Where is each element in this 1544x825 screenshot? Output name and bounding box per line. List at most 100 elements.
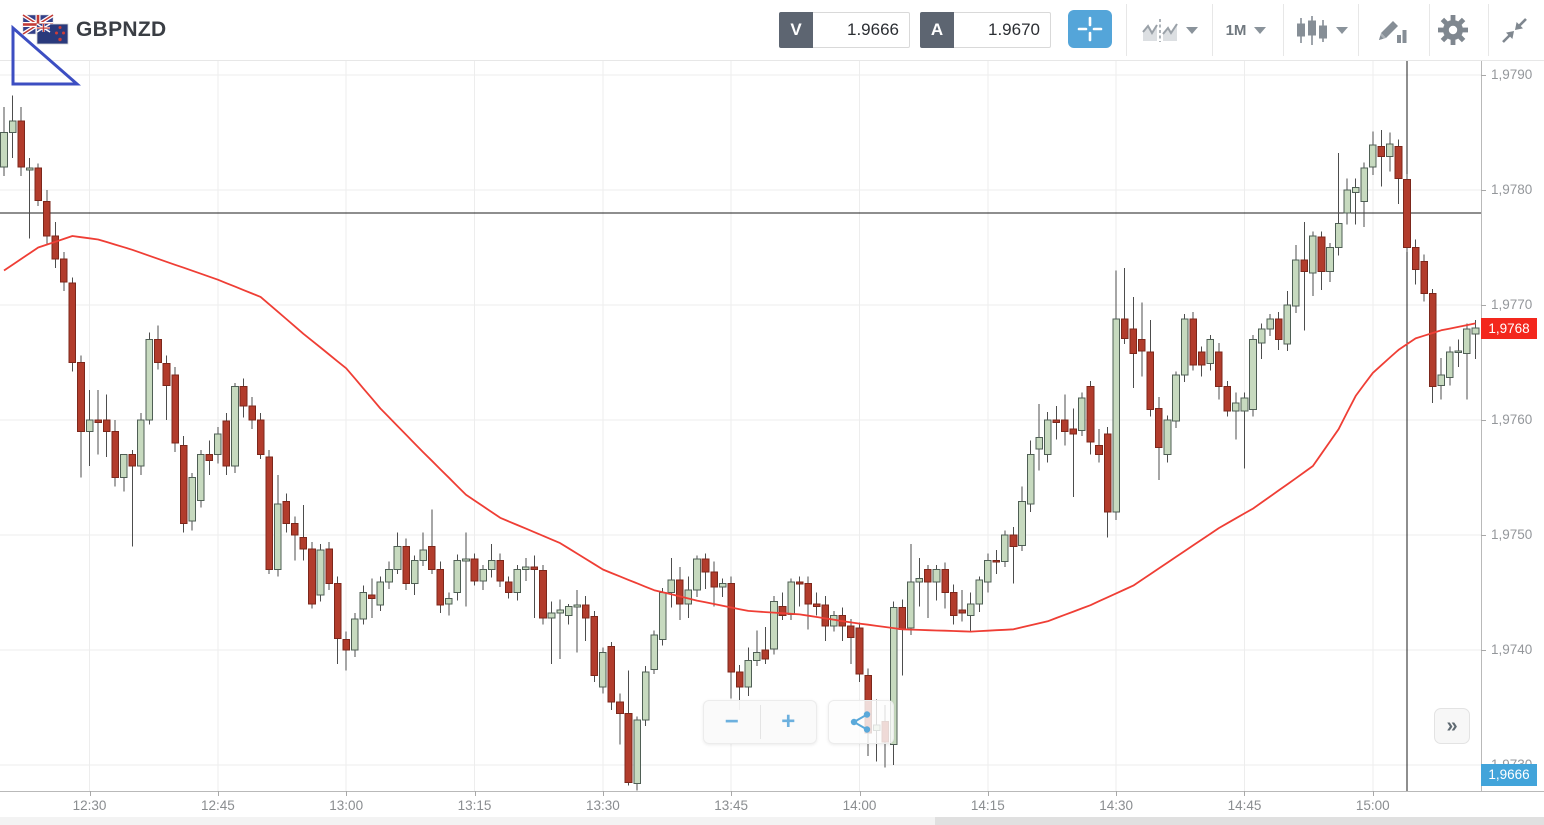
zoom-panel: − + [703, 700, 817, 744]
zoom-out-button[interactable]: − [724, 708, 739, 735]
candle-body [128, 454, 137, 467]
timeframe-selector[interactable]: 1M [1220, 0, 1272, 60]
gridlines [0, 60, 1481, 791]
candle-body [214, 433, 222, 455]
settings-button[interactable] [1433, 0, 1473, 60]
collapse-chart-button[interactable] [1494, 0, 1534, 60]
candle-body [1386, 143, 1394, 158]
price-axis-label: 1,9770 [1491, 297, 1533, 312]
candle-body [667, 579, 676, 593]
bid-price-control[interactable]: V 1.9666 [779, 12, 910, 48]
chart-plot-area[interactable] [0, 60, 1481, 791]
candle-body [710, 571, 718, 588]
candle-body [179, 444, 188, 524]
candle-body [907, 581, 915, 629]
candle-body [1223, 386, 1232, 412]
candle-body [1061, 419, 1069, 432]
time-tick [474, 791, 476, 796]
candle-body [316, 549, 325, 596]
candle-body [761, 649, 770, 660]
candle-body [1454, 350, 1463, 354]
time-tick [1244, 791, 1246, 796]
candle-body [68, 282, 77, 363]
candle-body [325, 548, 333, 584]
candle-body [1043, 419, 1052, 455]
candle-body [1309, 235, 1317, 274]
candle-body [1112, 318, 1120, 513]
price-axis-label: 1,9740 [1491, 642, 1533, 657]
candle-body [94, 419, 102, 423]
ask-button[interactable]: A [920, 12, 954, 48]
candle-body [958, 609, 966, 614]
price-axis[interactable]: 1,9790 1,9780 1,9770 1,9760 1,9750 1,9740 1,97… [1481, 60, 1544, 791]
candle-body [17, 120, 25, 168]
candle-body [1129, 328, 1138, 354]
time-axis-label: 13:00 [329, 798, 364, 813]
candle-body [1146, 351, 1155, 411]
price-axis-label: 1,9760 [1491, 412, 1533, 427]
zoom-in-button[interactable]: + [781, 708, 796, 735]
share-icon [850, 711, 871, 733]
candle-body [658, 592, 667, 641]
candle-body [1411, 247, 1420, 270]
time-axis-label: 13:45 [714, 798, 749, 813]
candle-body [1069, 428, 1078, 435]
time-tick [859, 791, 861, 796]
candle-body [342, 639, 350, 651]
time-axis-label: 13:15 [457, 798, 492, 813]
ask-value: 1.9670 [954, 12, 1051, 48]
candle-body [795, 581, 804, 585]
time-axis-label: 14:15 [970, 798, 1005, 813]
candle-body [556, 609, 564, 614]
candle-body [607, 646, 616, 703]
candle-body [162, 363, 171, 386]
candle-body [855, 627, 864, 675]
candle-body [1189, 318, 1197, 366]
price-tick [1481, 75, 1486, 76]
time-axis-label: 12:45 [200, 798, 235, 813]
candle-body [1437, 374, 1446, 386]
candlestick-type-icon [1297, 15, 1327, 45]
candle-type-selector[interactable] [1292, 0, 1352, 60]
candle-body [1206, 339, 1215, 365]
candle-body [222, 420, 231, 467]
candle-body [770, 601, 778, 650]
candle-body [641, 671, 650, 721]
candle-body [273, 503, 282, 571]
candle-body [1334, 222, 1343, 249]
candle-body [85, 419, 94, 432]
candle-body [1471, 327, 1480, 335]
candle-body [539, 570, 547, 619]
candle-body [1326, 247, 1334, 273]
chevron-down-icon [1254, 26, 1267, 34]
toolbar-divider [1126, 4, 1127, 56]
candle-body [1420, 260, 1428, 295]
expand-panel-button[interactable]: » [1434, 708, 1470, 744]
candle-body [470, 558, 479, 582]
ma-line [3, 235, 1476, 633]
crosshair-tool-button[interactable] [1068, 10, 1112, 48]
candle-body [111, 431, 120, 478]
share-button[interactable] [828, 700, 894, 744]
candle-body [616, 701, 624, 714]
triangle-drawing[interactable] [0, 0, 100, 100]
candle-body [949, 592, 958, 616]
candle-body [265, 456, 274, 570]
candle-body [350, 618, 359, 651]
candle-body [248, 405, 256, 421]
scrollbar-thumb[interactable] [935, 817, 1544, 825]
draw-indicator-button[interactable] [1368, 0, 1416, 60]
candle-body [419, 549, 427, 561]
candle-body [479, 569, 487, 582]
candle-body [1445, 351, 1454, 378]
chart-style-selector[interactable] [1138, 0, 1202, 60]
horizontal-scrollbar[interactable] [0, 817, 1544, 825]
candle-body [1351, 187, 1360, 193]
chevron-down-icon [1186, 26, 1198, 34]
candle-body [650, 634, 658, 671]
bid-button[interactable]: V [779, 12, 813, 48]
candle-body [282, 501, 291, 524]
candle-body [453, 559, 462, 593]
ask-price-control[interactable]: A 1.9670 [920, 12, 1051, 48]
candle-body [291, 523, 299, 536]
